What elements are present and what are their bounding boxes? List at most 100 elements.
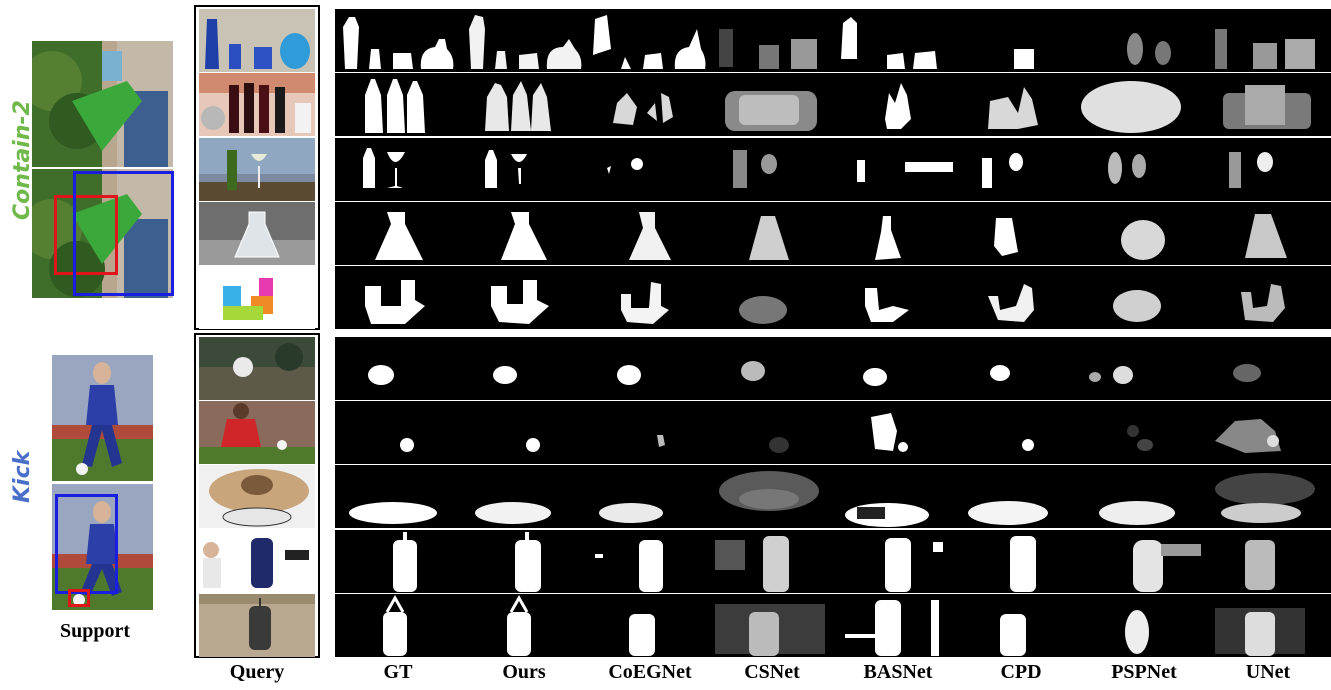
support-image-contain-2 [32, 169, 173, 298]
mask-coegnet-row7 [587, 401, 713, 464]
col-label-cpd: CPD [1000, 661, 1042, 683]
col-label-pspnet: PSPNet [1111, 661, 1177, 683]
query-image-contain-3 [199, 138, 315, 201]
mask-basnet-row5 [835, 266, 961, 329]
mask-pspnet-row1 [1081, 9, 1207, 72]
mask-ours-row5 [461, 266, 587, 329]
mask-csnet-row7 [709, 401, 835, 464]
query-image-contain-5 [199, 266, 315, 329]
mask-gt-row10 [335, 594, 461, 657]
mask-ours-row3 [461, 138, 587, 201]
mask-cpd-row3 [958, 138, 1084, 201]
mask-ours-row10 [461, 594, 587, 657]
mask-gt-row3 [335, 138, 461, 201]
mask-csnet-row4 [709, 202, 835, 265]
mask-pspnet-row7 [1081, 401, 1207, 464]
mask-pspnet-row10 [1081, 594, 1207, 657]
mask-coegnet-row1 [587, 9, 713, 72]
bbox-red-kick [68, 589, 90, 607]
mask-cpd-row8 [958, 465, 1084, 528]
mask-csnet-row5 [709, 266, 835, 329]
mask-coegnet-row6 [587, 337, 713, 400]
mask-gt-row6 [335, 337, 461, 400]
support-label: Support [60, 620, 131, 642]
mask-cpd-row4 [958, 202, 1084, 265]
query-image-contain-2 [199, 73, 315, 136]
mask-csnet-row9 [709, 530, 835, 593]
query-image-contain-4 [199, 202, 315, 265]
mask-coegnet-row8 [587, 465, 713, 528]
mask-unet-row2 [1205, 73, 1331, 136]
mask-gt-row5 [335, 266, 461, 329]
mask-ours-row9 [461, 530, 587, 593]
mask-coegnet-row9 [587, 530, 713, 593]
mask-basnet-row2 [835, 73, 961, 136]
mask-pspnet-row9 [1081, 530, 1207, 593]
mask-basnet-row4 [835, 202, 961, 265]
mask-basnet-row1 [835, 9, 961, 72]
mask-gt-row8 [335, 465, 461, 528]
mask-unet-row6 [1205, 337, 1331, 400]
mask-coegnet-row2 [587, 73, 713, 136]
mask-basnet-row7 [835, 401, 961, 464]
mask-csnet-row1 [709, 9, 835, 72]
bbox-blue-contain [73, 171, 174, 296]
query-image-kick-5 [199, 594, 315, 657]
mask-cpd-row10 [958, 594, 1084, 657]
mask-ours-row1 [461, 9, 587, 72]
mask-coegnet-row4 [587, 202, 713, 265]
bbox-blue-kick [55, 494, 118, 594]
mask-unet-row3 [1205, 138, 1331, 201]
mask-cpd-row1 [958, 9, 1084, 72]
support-image-contain-1 [32, 41, 173, 167]
mask-coegnet-row10 [587, 594, 713, 657]
mask-coegnet-row5 [587, 266, 713, 329]
query-frame-contain [194, 5, 320, 330]
mask-coegnet-row3 [587, 138, 713, 201]
mask-csnet-row6 [709, 337, 835, 400]
mask-unet-row5 [1205, 266, 1331, 329]
mask-cpd-row7 [958, 401, 1084, 464]
col-label-coegnet: CoEGNet [608, 661, 692, 683]
mask-pspnet-row6 [1081, 337, 1207, 400]
col-label-csnet: CSNet [744, 661, 800, 683]
mask-csnet-row10 [709, 594, 835, 657]
mask-pspnet-row4 [1081, 202, 1207, 265]
mask-unet-row8 [1205, 465, 1331, 528]
mask-cpd-row9 [958, 530, 1084, 593]
mask-basnet-row10 [835, 594, 961, 657]
mask-unet-row9 [1205, 530, 1331, 593]
query-image-kick-2 [199, 401, 315, 464]
col-label-basnet: BASNet [863, 661, 933, 683]
support-image-kick-2 [52, 484, 153, 610]
mask-basnet-row8 [835, 465, 961, 528]
mask-pspnet-row2 [1081, 73, 1207, 136]
query-image-kick-3 [199, 465, 315, 528]
mask-pspnet-row8 [1081, 465, 1207, 528]
mask-cpd-row5 [958, 266, 1084, 329]
query-frame-kick [194, 333, 320, 658]
mask-basnet-row6 [835, 337, 961, 400]
mask-csnet-row3 [709, 138, 835, 201]
row-label-kick: Kick [10, 450, 35, 503]
mask-ours-row4 [461, 202, 587, 265]
query-image-kick-4 [199, 530, 315, 593]
mask-unet-row4 [1205, 202, 1331, 265]
mask-basnet-row9 [835, 530, 961, 593]
mask-csnet-row2 [709, 73, 835, 136]
col-label-ours: Ours [502, 661, 546, 683]
support-image-kick-1 [52, 355, 153, 481]
query-image-contain-1 [199, 9, 315, 72]
mask-csnet-row8 [709, 465, 835, 528]
mask-basnet-row3 [835, 138, 961, 201]
mask-ours-row8 [461, 465, 587, 528]
mask-ours-row7 [461, 401, 587, 464]
mask-gt-row4 [335, 202, 461, 265]
col-label-query: Query [229, 661, 285, 683]
mask-unet-row7 [1205, 401, 1331, 464]
mask-gt-row9 [335, 530, 461, 593]
mask-gt-row7 [335, 401, 461, 464]
bbox-red-contain [54, 195, 118, 275]
col-label-gt: GT [383, 661, 413, 683]
mask-gt-row1 [335, 9, 461, 72]
